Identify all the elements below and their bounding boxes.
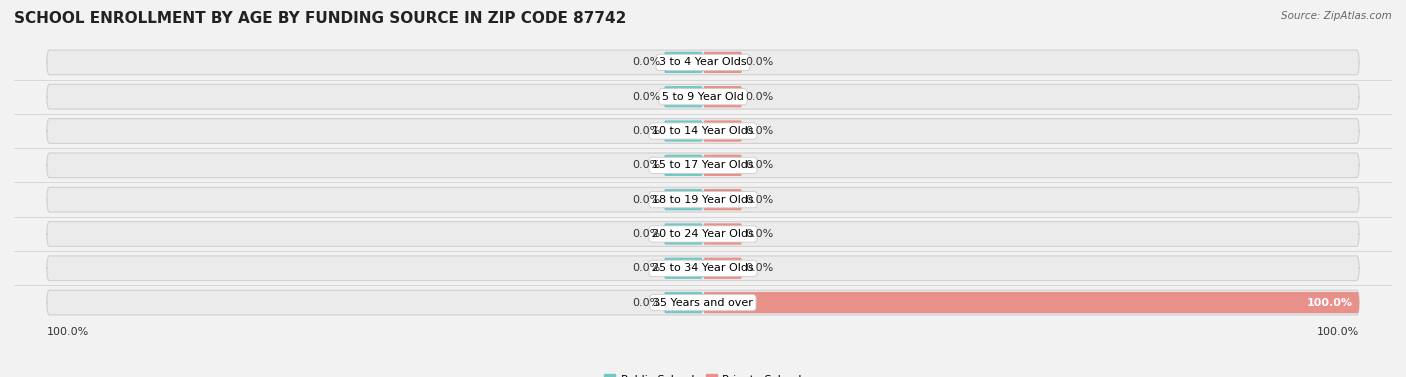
Text: 5 to 9 Year Old: 5 to 9 Year Old: [662, 92, 744, 102]
Text: 3 to 4 Year Olds: 3 to 4 Year Olds: [659, 57, 747, 67]
FancyBboxPatch shape: [664, 52, 703, 73]
FancyBboxPatch shape: [664, 223, 703, 245]
Text: 0.0%: 0.0%: [633, 263, 661, 273]
Text: 0.0%: 0.0%: [633, 229, 661, 239]
FancyBboxPatch shape: [664, 257, 703, 279]
Text: 35 Years and over: 35 Years and over: [652, 297, 754, 308]
Text: 10 to 14 Year Olds: 10 to 14 Year Olds: [652, 126, 754, 136]
Text: 0.0%: 0.0%: [745, 57, 773, 67]
Text: SCHOOL ENROLLMENT BY AGE BY FUNDING SOURCE IN ZIP CODE 87742: SCHOOL ENROLLMENT BY AGE BY FUNDING SOUR…: [14, 11, 627, 26]
Text: 25 to 34 Year Olds: 25 to 34 Year Olds: [652, 263, 754, 273]
FancyBboxPatch shape: [703, 120, 742, 142]
Text: 0.0%: 0.0%: [633, 126, 661, 136]
FancyBboxPatch shape: [46, 187, 1360, 212]
Text: 18 to 19 Year Olds: 18 to 19 Year Olds: [652, 195, 754, 205]
Text: 20 to 24 Year Olds: 20 to 24 Year Olds: [652, 229, 754, 239]
FancyBboxPatch shape: [46, 222, 1360, 246]
Text: 15 to 17 Year Olds: 15 to 17 Year Olds: [652, 160, 754, 170]
Text: 0.0%: 0.0%: [745, 195, 773, 205]
FancyBboxPatch shape: [664, 189, 703, 210]
Legend: Public School, Private School: Public School, Private School: [600, 370, 806, 377]
FancyBboxPatch shape: [703, 52, 742, 73]
FancyBboxPatch shape: [703, 189, 742, 210]
Text: 0.0%: 0.0%: [745, 126, 773, 136]
Text: 0.0%: 0.0%: [745, 92, 773, 102]
FancyBboxPatch shape: [664, 86, 703, 107]
FancyBboxPatch shape: [46, 84, 1360, 109]
Text: 100.0%: 100.0%: [1306, 297, 1353, 308]
FancyBboxPatch shape: [46, 256, 1360, 280]
FancyBboxPatch shape: [46, 119, 1360, 143]
Text: 100.0%: 100.0%: [46, 327, 89, 337]
Text: 0.0%: 0.0%: [745, 229, 773, 239]
FancyBboxPatch shape: [703, 292, 1360, 313]
FancyBboxPatch shape: [664, 292, 703, 313]
Text: 0.0%: 0.0%: [745, 160, 773, 170]
FancyBboxPatch shape: [46, 153, 1360, 178]
Text: 100.0%: 100.0%: [1317, 327, 1360, 337]
FancyBboxPatch shape: [46, 290, 1360, 315]
Text: 0.0%: 0.0%: [633, 160, 661, 170]
Text: Source: ZipAtlas.com: Source: ZipAtlas.com: [1281, 11, 1392, 21]
FancyBboxPatch shape: [703, 223, 742, 245]
FancyBboxPatch shape: [46, 50, 1360, 75]
Text: 0.0%: 0.0%: [633, 297, 661, 308]
FancyBboxPatch shape: [664, 155, 703, 176]
Text: 0.0%: 0.0%: [745, 263, 773, 273]
FancyBboxPatch shape: [703, 257, 742, 279]
FancyBboxPatch shape: [664, 120, 703, 142]
FancyBboxPatch shape: [703, 86, 742, 107]
FancyBboxPatch shape: [703, 155, 742, 176]
Text: 0.0%: 0.0%: [633, 92, 661, 102]
Text: 0.0%: 0.0%: [633, 195, 661, 205]
Text: 0.0%: 0.0%: [633, 57, 661, 67]
